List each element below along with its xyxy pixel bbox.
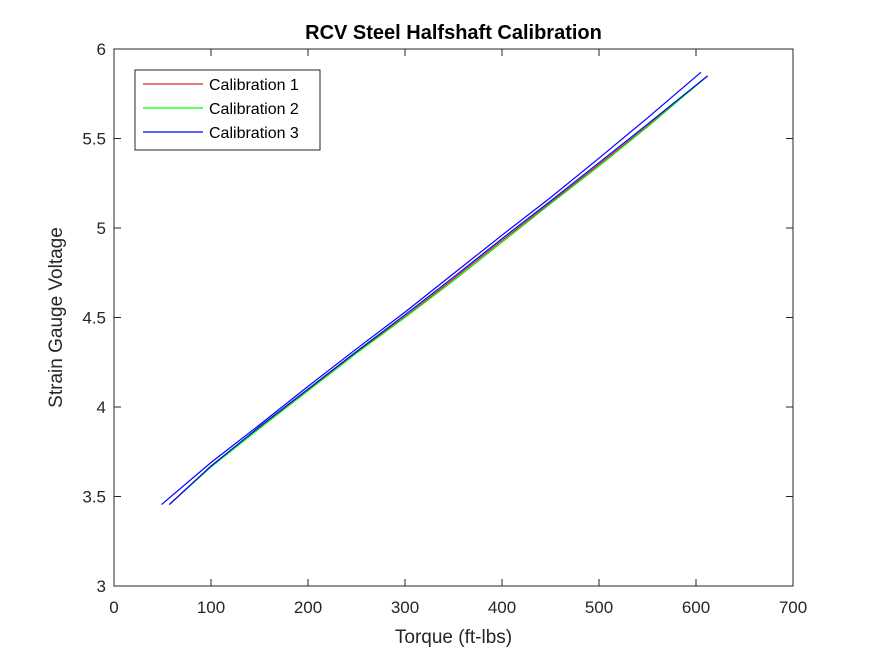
x-tick-label: 400 <box>488 598 516 617</box>
x-tick-label: 300 <box>391 598 419 617</box>
y-ticks: 3 3.5 4 4.5 5 5.5 6 <box>82 40 793 596</box>
series-line-2 <box>168 75 708 506</box>
legend-box <box>134 69 321 151</box>
x-tick-label: 600 <box>682 598 710 617</box>
x-tick-label: 500 <box>585 598 613 617</box>
legend-label: Calibration 2 <box>209 101 299 118</box>
y-axis-label: Strain Gauge Voltage <box>46 227 67 408</box>
y-tick-label: 4 <box>97 398 106 417</box>
x-tick-label: 0 <box>109 598 118 617</box>
y-tick-label: 3 <box>97 577 106 596</box>
series-line-4 <box>168 75 708 506</box>
y-tick-label: 3.5 <box>82 488 106 507</box>
x-tick-label: 700 <box>779 598 807 617</box>
legend-label: Calibration 1 <box>209 77 299 94</box>
y-tick-label: 5 <box>97 219 106 238</box>
x-tick-label: 200 <box>294 598 322 617</box>
legend: Calibration 1 Calibration 2 Calibration 3 <box>134 69 321 151</box>
y-tick-label: 5.5 <box>82 130 106 149</box>
legend-label: Calibration 3 <box>209 125 299 142</box>
x-tick-label: 100 <box>197 598 225 617</box>
x-ticks: 0 100 200 300 400 500 600 700 <box>109 49 807 617</box>
y-tick-label: 6 <box>97 40 106 59</box>
chart-title: RCV Steel Halfshaft Calibration <box>305 22 602 44</box>
series-layer <box>161 71 708 506</box>
x-axis-label: Torque (ft-lbs) <box>395 627 512 648</box>
y-tick-label: 4.5 <box>82 309 106 328</box>
series-line-3 <box>161 71 702 506</box>
